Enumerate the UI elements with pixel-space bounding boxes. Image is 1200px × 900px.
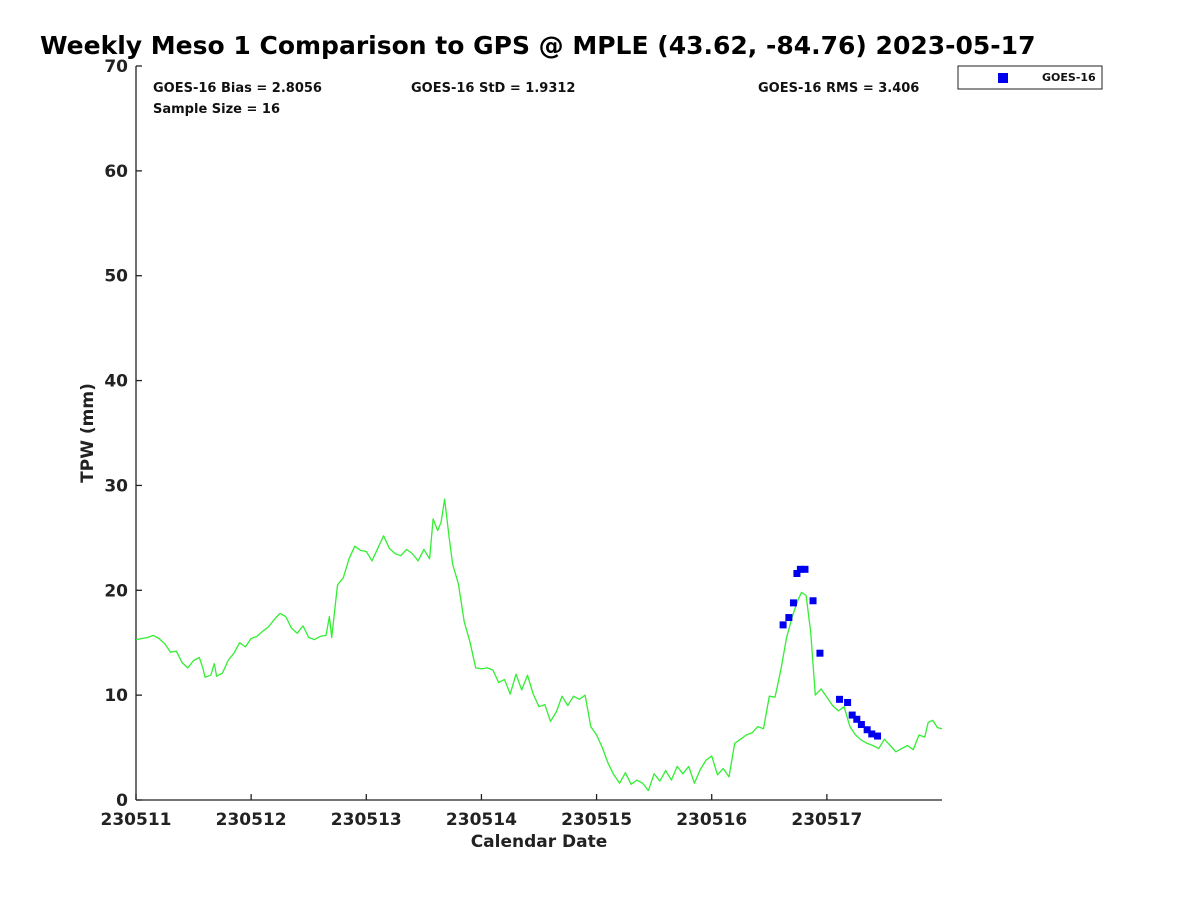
goes-16-point	[796, 565, 804, 573]
goes-16-point	[793, 570, 801, 578]
y-tick-label: 60	[104, 162, 128, 182]
gps-series	[135, 498, 943, 792]
goes-16-point	[863, 726, 871, 734]
goes-16-point	[868, 730, 876, 738]
goes-16-point	[801, 565, 809, 573]
rms-stat: GOES-16 RMS = 3.406	[758, 81, 919, 96]
y-tick-label: 10	[104, 686, 128, 706]
goes-16-point	[848, 711, 856, 719]
legend-box	[957, 65, 1103, 90]
x-tick-label: 230513	[331, 810, 402, 830]
y-tick-label: 30	[104, 476, 128, 496]
y-tick-label: 40	[104, 372, 128, 392]
goes-16-point	[816, 649, 824, 657]
goes-16-series	[779, 565, 882, 740]
goes-16-point	[844, 698, 852, 706]
x-tick-label: 230511	[101, 810, 172, 830]
goes-16-point	[874, 732, 882, 740]
y-tick-label: 0	[116, 791, 128, 811]
legend: GOES-16	[957, 65, 1103, 90]
goes-16-point	[789, 599, 797, 607]
x-tick-label: 230515	[561, 810, 632, 830]
goes-16-point	[809, 597, 817, 605]
legend-label-goes-16: GOES-16	[1042, 71, 1096, 84]
y-axis-label: TPW (mm)	[78, 383, 98, 483]
x-tick-label: 230512	[216, 810, 287, 830]
plot-area	[135, 66, 942, 801]
bias-stat: GOES-16 Bias = 2.8056	[153, 81, 322, 96]
x-axis-label: Calendar Date	[471, 832, 608, 852]
legend-square-marker-icon	[998, 73, 1008, 83]
x-tick-label: 230516	[676, 810, 747, 830]
std-stat: GOES-16 StD = 1.9312	[411, 81, 575, 96]
gps-tpw-line	[135, 498, 943, 792]
goes-16-point	[853, 715, 861, 723]
chart-title: Weekly Meso 1 Comparison to GPS @ MPLE (…	[40, 31, 1035, 60]
y-tick-label: 50	[104, 267, 128, 287]
goes-16-point	[779, 621, 787, 629]
goes-16-point	[836, 695, 844, 703]
axis-ticks: 0 10 20 30 40 50 60 70 230511 230512 230513 230514 2…	[101, 57, 863, 830]
y-tick-label: 70	[104, 57, 128, 77]
sample-size-stat: Sample Size = 16	[153, 102, 280, 117]
x-tick-label: 230517	[791, 810, 862, 830]
x-tick-label: 230514	[446, 810, 517, 830]
goes-16-point	[785, 614, 793, 622]
y-tick-label: 20	[104, 581, 128, 601]
goes-16-point	[857, 721, 865, 729]
